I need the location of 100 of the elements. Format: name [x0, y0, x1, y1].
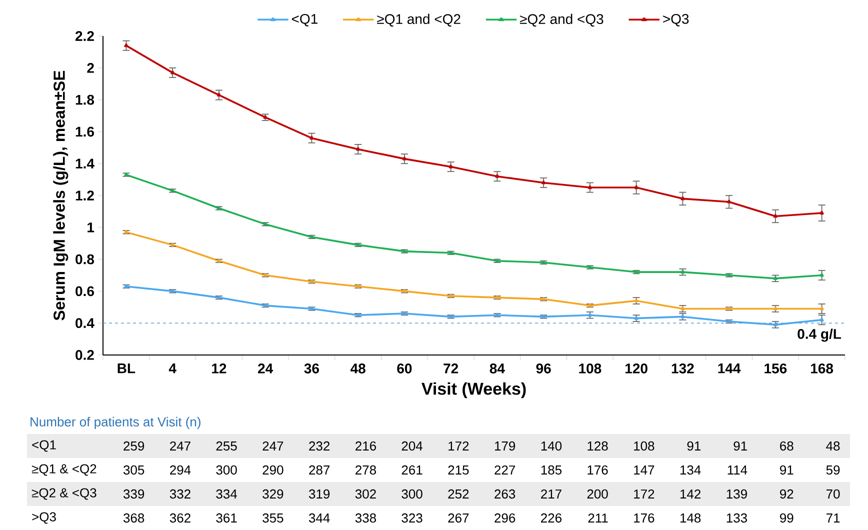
- text: 290: [262, 465, 284, 475]
- ref-line-label: 0.4 g/L: [798, 328, 842, 342]
- x-tick-label: 168: [811, 364, 834, 374]
- legend-label: <Q1: [292, 14, 318, 26]
- text: 99: [780, 513, 794, 523]
- text: 185: [541, 465, 562, 475]
- text: 70: [826, 489, 840, 499]
- text: 211: [588, 513, 608, 523]
- text: 263: [494, 489, 516, 499]
- text: 361: [216, 513, 237, 523]
- text: 176: [588, 465, 608, 475]
- x-tick-label: 96: [536, 364, 551, 374]
- text: 133: [726, 513, 747, 523]
- y-tick-label: 0.6: [76, 286, 94, 296]
- y-tick-label: 0.4: [76, 318, 94, 328]
- text: 338: [355, 513, 376, 523]
- x-tick-label: 144: [718, 364, 741, 374]
- text: 140: [541, 441, 562, 451]
- text: 142: [680, 489, 701, 499]
- text: 128: [588, 441, 608, 451]
- text: 259: [124, 441, 144, 451]
- text: 68: [780, 441, 794, 451]
- text: 108: [634, 441, 654, 451]
- x-tick-label: 108: [579, 364, 602, 374]
- text: 362: [170, 513, 190, 523]
- text: ≥Q1 & <Q2: [32, 464, 96, 476]
- text: 300: [402, 489, 422, 499]
- y-axis-title: Serum IgM levels (g/L), mean±SE: [53, 70, 68, 320]
- x-tick-label: 24: [258, 364, 274, 374]
- text: 329: [262, 489, 284, 499]
- text: 139: [726, 489, 747, 499]
- text: 247: [262, 441, 284, 451]
- text: 215: [448, 465, 469, 475]
- text: 176: [634, 513, 654, 523]
- text: 323: [402, 513, 422, 523]
- text: 48: [826, 441, 840, 451]
- text: 255: [216, 441, 237, 451]
- text: 232: [309, 441, 330, 451]
- text: 287: [309, 465, 330, 475]
- x-tick-label: BL: [118, 364, 136, 374]
- text: 148: [680, 513, 701, 523]
- text: 200: [587, 489, 608, 499]
- legend-label: ≥Q2 and <Q3: [520, 14, 604, 27]
- text: 217: [541, 489, 562, 499]
- text: 59: [826, 465, 840, 475]
- x-axis-title: Visit (Weeks): [422, 382, 526, 398]
- text: 134: [680, 465, 701, 475]
- text: 305: [123, 465, 144, 475]
- text: 296: [494, 513, 516, 523]
- text: 278: [356, 465, 376, 475]
- text: 172: [634, 489, 654, 499]
- y-tick-label: 2: [87, 62, 94, 73]
- text: 172: [448, 441, 469, 451]
- text: 302: [355, 489, 376, 499]
- y-tick-label: 2.2: [76, 31, 94, 41]
- x-tick-label: 156: [764, 364, 787, 374]
- x-tick-label: 36: [304, 364, 319, 374]
- text: 261: [402, 465, 422, 475]
- text: 91: [780, 465, 794, 475]
- text: 355: [262, 513, 284, 523]
- text: 294: [170, 465, 191, 475]
- text: 147: [634, 466, 654, 474]
- text: Number of patients at Visit (n): [30, 416, 200, 430]
- x-tick-label: 4: [168, 364, 176, 374]
- legend-label: ≥Q1 and <Q2: [377, 14, 460, 27]
- text: 226: [541, 513, 562, 523]
- x-tick-label: 132: [672, 364, 694, 374]
- text: 368: [123, 513, 144, 523]
- text: 91: [734, 441, 747, 451]
- y-tick-label: 1.8: [76, 94, 94, 105]
- x-tick-label: 48: [350, 364, 366, 374]
- y-tick-label: 0.2: [76, 350, 94, 360]
- y-tick-label: 1.4: [76, 158, 94, 168]
- text: 216: [356, 441, 376, 451]
- text: 114: [728, 466, 748, 474]
- x-tick-label: 12: [212, 364, 226, 374]
- text: 339: [123, 489, 144, 499]
- y-tick-label: 0.8: [76, 254, 94, 264]
- text: 247: [170, 441, 190, 451]
- y-tick-label: 1: [88, 222, 94, 232]
- text: >Q3: [32, 512, 56, 524]
- y-tick-label: 1.2: [76, 190, 94, 200]
- text: 252: [448, 489, 469, 499]
- text: 204: [402, 441, 422, 451]
- x-tick-label: 60: [397, 364, 412, 374]
- text: 179: [494, 441, 516, 451]
- text: ≥Q2 & <Q3: [32, 488, 96, 500]
- x-tick-label: 84: [490, 364, 505, 374]
- text: 267: [448, 513, 469, 523]
- text: 91: [687, 441, 701, 451]
- text: 71: [826, 514, 840, 522]
- x-tick-label: 72: [444, 364, 458, 374]
- text: 334: [216, 489, 237, 499]
- x-tick-label: 120: [626, 364, 648, 374]
- text: 300: [216, 465, 237, 475]
- text: 332: [170, 489, 190, 499]
- y-tick-label: 1.6: [76, 126, 94, 137]
- text: 319: [308, 489, 330, 499]
- text: <Q1: [32, 440, 56, 452]
- text: 227: [494, 465, 516, 475]
